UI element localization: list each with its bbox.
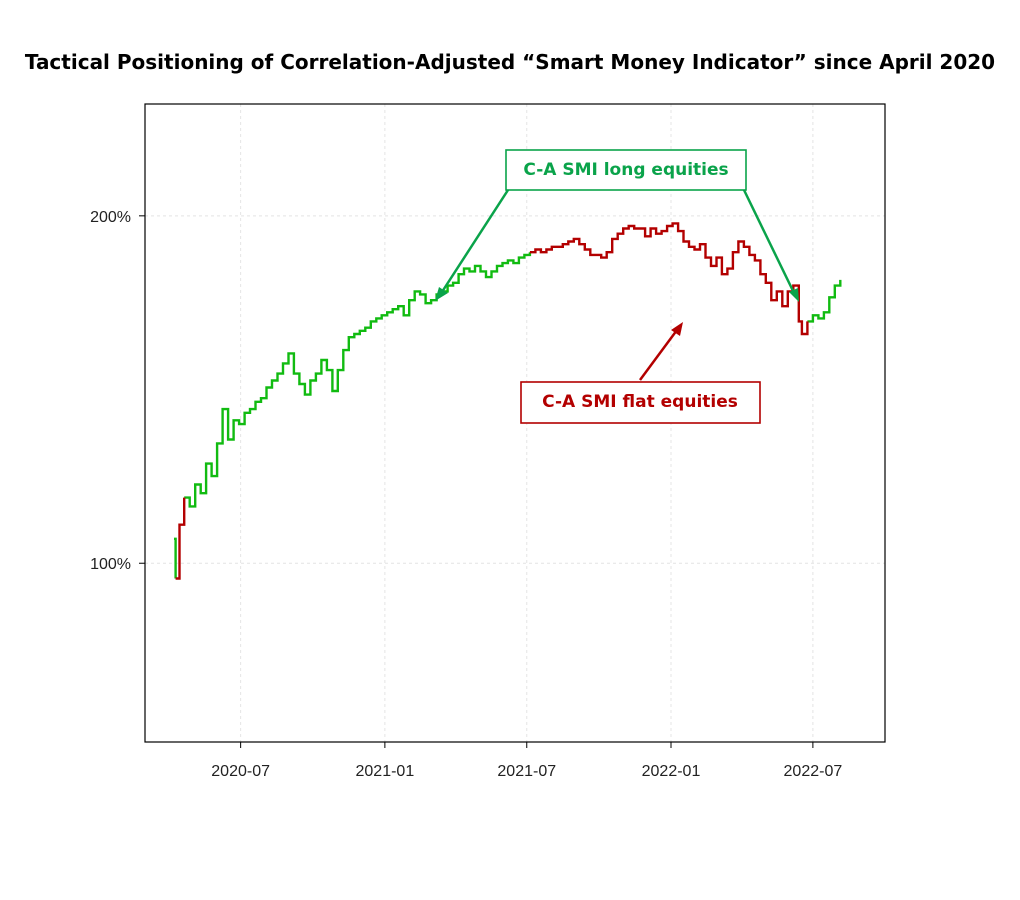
x-tick-label-3: 2022-01 [642,763,701,780]
series-0-segment-1 [184,252,532,508]
x-tick-label-2: 2021-07 [497,763,556,780]
annotation-flat: C-A SMI flat equities [520,322,761,424]
axis-layer: 2020-07 2021-01 2021-07 2022-01 2022-07 100% 2… [90,209,842,780]
annotation-flat-arrow [638,329,679,381]
annotation-long-arrowhead-right [789,288,799,302]
grid-layer [145,104,885,742]
annotation-long-box [505,149,747,191]
y-tick-label-1: 200% [90,209,131,226]
annotation-flat-arrowhead [671,322,683,336]
series-layer [174,222,842,580]
annotation-long-label: C-A SMI long equities [523,160,728,180]
series-0-segment-2 [807,279,842,323]
series-1-segment-1 [529,222,809,336]
annotation-long-arrow-left [438,189,510,296]
annotation-flat-label: C-A SMI flat equities [542,392,738,412]
annotation-long-arrowhead-left [435,287,448,301]
x-tick-label-0: 2020-07 [211,763,270,780]
series-1-segment-0 [175,497,186,580]
y-tick-label-0: 100% [90,556,131,573]
x-tick-label-1: 2021-01 [356,763,415,780]
plot-frame [144,103,886,743]
annotation-long-arrow-right [742,189,797,296]
annotation-flat-box [520,381,761,424]
series-0-segment-0 [174,537,177,579]
annotation-long: C-A SMI long equities [435,149,799,302]
x-tick-label-4: 2022-07 [784,763,843,780]
chart-title: Tactical Positioning of Correlation-Adju… [24,50,996,74]
